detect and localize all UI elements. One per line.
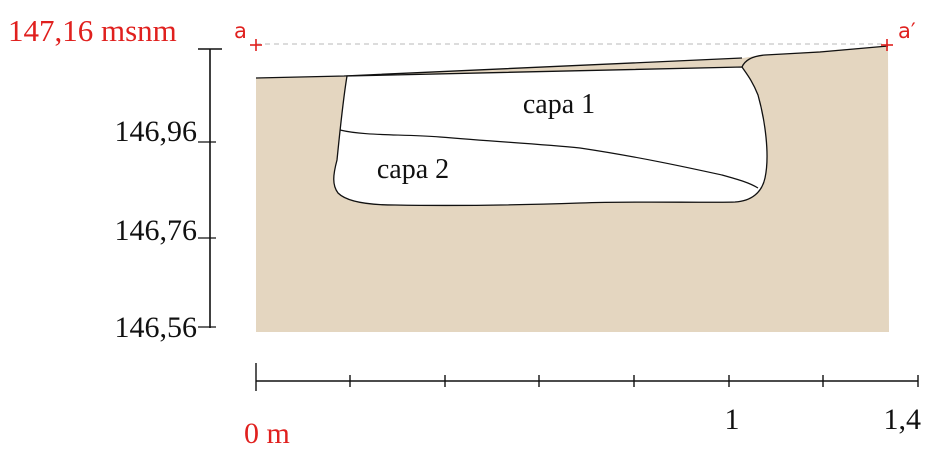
- layer-label-capa-2: capa 2: [377, 154, 449, 185]
- section-point-end-label: a′: [898, 19, 916, 43]
- vertical-scale: [198, 48, 222, 328]
- elevation-tick-label: 146,96: [115, 115, 198, 148]
- scale-mid-label: 1: [725, 403, 740, 436]
- layer-boundary: [339, 129, 759, 189]
- section-marker-start: [250, 39, 262, 51]
- elevation-tick-label: 146,76: [115, 214, 198, 247]
- scale-end-label: 1,4: [884, 403, 922, 436]
- elevation-tick-label: 146,56: [115, 311, 198, 344]
- ground-surface: [255, 57, 743, 79]
- horizontal-scale: [255, 363, 919, 391]
- pit-cut: [333, 66, 768, 207]
- ground-surface-right: [741, 45, 889, 68]
- section-point-start-label: a: [234, 19, 247, 43]
- scale-start-label: 0 m: [244, 417, 290, 450]
- section-marker-end: [881, 39, 893, 51]
- datum-label: 147,16 msnm: [8, 13, 177, 48]
- layer-label-capa-1: capa 1: [523, 89, 595, 120]
